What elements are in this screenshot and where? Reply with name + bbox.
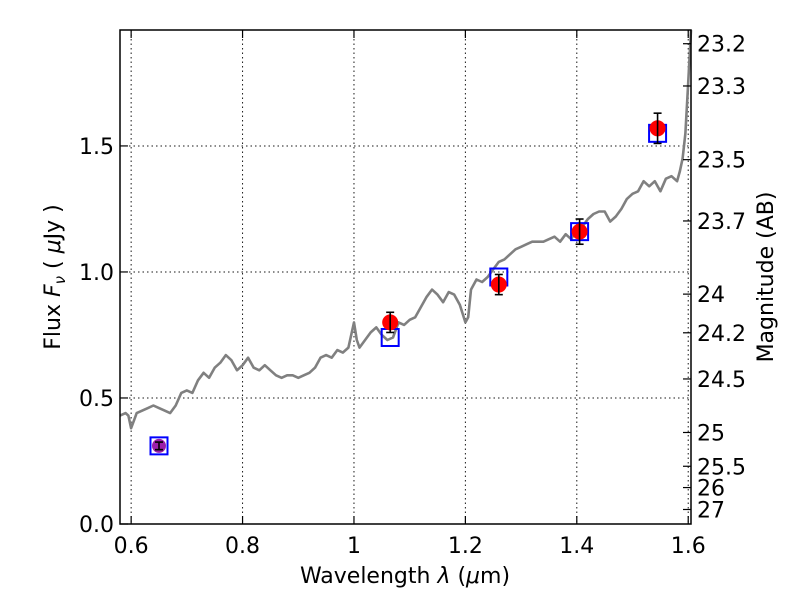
x-tick-label: 0.8 xyxy=(225,534,260,559)
magnitude-tick-label: 23.2 xyxy=(697,33,746,58)
y-tick-label: 1.0 xyxy=(79,261,114,286)
x-axis-label: Wavelength λ (μm) xyxy=(300,564,510,589)
markers xyxy=(149,112,668,456)
x-tick-label: 1.4 xyxy=(559,534,594,559)
x-ticks: 0.6 0.8 1 1.2 1.4 1.6 xyxy=(114,30,706,559)
magnitude-tick-label: 24 xyxy=(697,283,725,308)
magnitude-tick-label: 25 xyxy=(697,421,725,446)
y-axis-label: Flux Fν ( μJy ) xyxy=(41,204,69,349)
model-spectrum xyxy=(119,29,693,430)
magnitude-tick-label: 24.5 xyxy=(697,368,746,393)
x-tick-label: 0.6 xyxy=(114,534,149,559)
y-tick-label: 0.0 xyxy=(79,513,114,538)
magnitude-tick-label: 23.5 xyxy=(697,149,746,174)
y-tick-label: 1.5 xyxy=(79,135,114,160)
plot-frame xyxy=(119,29,692,525)
grid xyxy=(120,30,691,525)
magnitude-tick-label: 27 xyxy=(697,498,725,523)
model-photometry-square xyxy=(149,436,169,456)
x-tick-label: 1.6 xyxy=(671,534,706,559)
magnitude-tick-label: 25.5 xyxy=(697,455,746,480)
x-tick-label: 1 xyxy=(347,534,361,559)
magnitude-tick-label: 26 xyxy=(697,477,725,502)
magnitude-tick-label: 24.2 xyxy=(697,322,746,347)
magnitude-axis-label: Magnitude (AB) xyxy=(754,192,779,363)
model-spectrum-line xyxy=(119,29,693,430)
magnitude-tick-label: 23.7 xyxy=(697,210,746,235)
y-ticks: 0.0 0.5 1.0 1.5 xyxy=(79,135,128,538)
magnitude-tick-label: 23.3 xyxy=(697,75,746,100)
y-tick-label: 0.5 xyxy=(79,387,114,412)
x-tick-label: 1.2 xyxy=(448,534,483,559)
